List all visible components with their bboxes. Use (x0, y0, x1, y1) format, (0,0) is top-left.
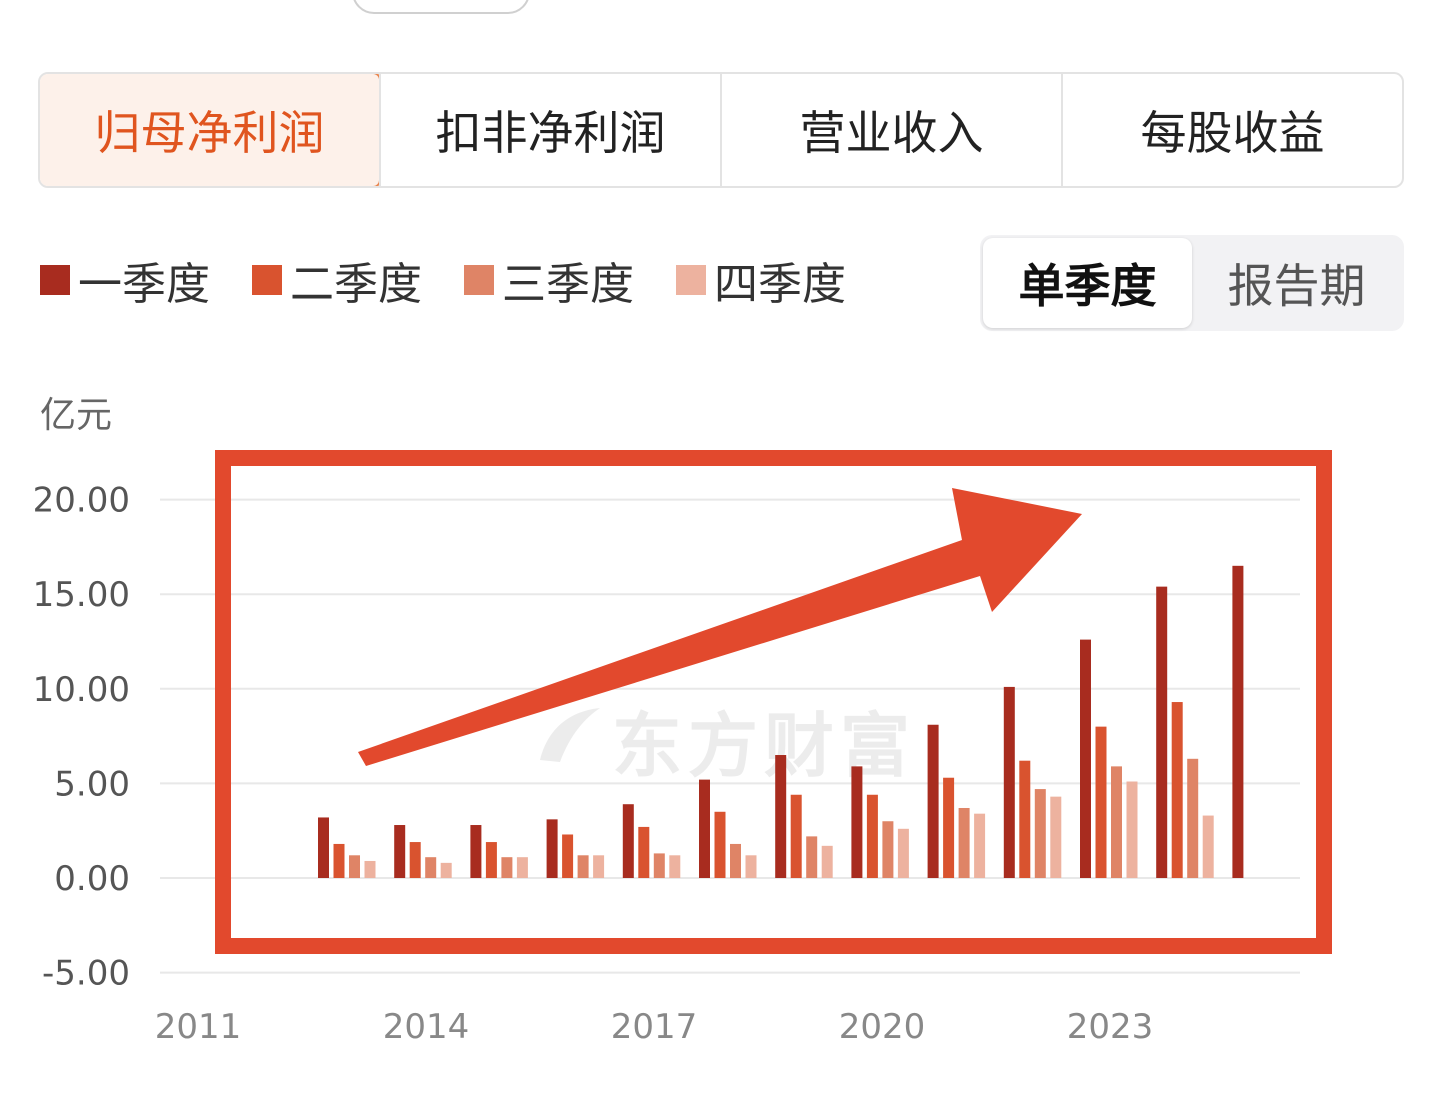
bar-4 (897, 828, 909, 878)
bar-4 (1126, 781, 1138, 878)
highlight-box (215, 450, 1332, 954)
single-quarter-button[interactable]: 单季度 (983, 238, 1192, 328)
watermark-logo-icon (540, 708, 600, 762)
bar-2 (866, 794, 878, 878)
legend-label-q1: 一季度 (78, 259, 210, 310)
bar-1 (1232, 565, 1244, 878)
legend-item-q1[interactable]: 一季度 (40, 248, 210, 312)
bar-1 (318, 817, 329, 878)
x-tick-label: 2020 (839, 1007, 926, 1047)
bar-2 (714, 811, 726, 878)
legend-item-q4[interactable]: 四季度 (676, 248, 846, 312)
tab-eps[interactable]: 每股收益 (1061, 74, 1402, 186)
y-tick-label: 10.00 (33, 670, 130, 710)
bar-2 (485, 842, 497, 878)
bar-3 (349, 855, 360, 878)
y-tick-label: 5.00 (54, 764, 130, 804)
metric-tabs: 归母净利润 扣非净利润 营业收入 每股收益 (38, 72, 1404, 188)
bar-3 (1034, 789, 1046, 878)
bar-3 (958, 807, 970, 878)
bar-1 (851, 766, 863, 878)
bar-3 (577, 855, 589, 878)
bar-1 (927, 724, 939, 878)
tab-revenue[interactable]: 营业收入 (720, 74, 1061, 186)
chart-legend: 一季度 二季度 三季度 四季度 (40, 248, 846, 312)
legend-swatch-q1 (40, 265, 70, 295)
bar-1 (470, 825, 482, 878)
y-tick-label: 15.00 (33, 575, 130, 615)
bar-3 (730, 843, 741, 878)
y-axis-unit-label: 亿元 (40, 395, 113, 436)
x-tick-label: 2014 (383, 1007, 470, 1047)
bar-1 (775, 755, 787, 878)
bar-4 (821, 845, 833, 878)
bar-3 (806, 836, 818, 878)
bar-2 (943, 777, 955, 878)
bar-1 (394, 825, 406, 878)
bar-2 (1095, 726, 1107, 878)
y-tick-label: 20.00 (33, 481, 130, 521)
bar-4 (364, 860, 376, 878)
bar-4 (440, 862, 452, 878)
bar-2 (562, 834, 574, 878)
bar-4 (745, 855, 757, 878)
trend-arrow (358, 488, 1082, 766)
period-toggle: 单季度 报告期 (980, 235, 1404, 331)
bar-1 (1080, 639, 1091, 878)
bar-1 (699, 779, 710, 878)
legend-label-q3: 三季度 (502, 259, 634, 310)
bar-2 (790, 794, 802, 878)
bar-4 (516, 857, 528, 878)
x-tick-label: 2017 (611, 1007, 698, 1047)
bar-1 (1156, 586, 1168, 878)
legend-item-q2[interactable]: 二季度 (252, 248, 422, 312)
bar-3 (425, 857, 437, 878)
bar-4 (1050, 796, 1062, 878)
x-tick-label: 2023 (1067, 1007, 1154, 1047)
bar-2 (638, 826, 650, 878)
bar-3 (501, 857, 513, 878)
bar-1 (622, 804, 634, 878)
bar-3 (882, 821, 894, 878)
bar-2 (409, 842, 421, 878)
legend-item-q3[interactable]: 三季度 (464, 248, 634, 312)
legend-swatch-q3 (464, 265, 494, 295)
bar-4 (593, 855, 605, 878)
tab-net-profit-parent[interactable]: 归母净利润 (40, 74, 381, 186)
bar-1 (1003, 686, 1015, 878)
bar-1 (546, 819, 558, 878)
x-tick-label: 2011 (155, 1007, 242, 1047)
legend-swatch-q4 (676, 265, 706, 295)
tab-net-profit-deducted[interactable]: 扣非净利润 (379, 74, 720, 186)
bar-4 (1202, 815, 1214, 878)
legend-label-q4: 四季度 (714, 259, 846, 310)
bar-2 (1019, 760, 1031, 878)
bar-4 (974, 813, 986, 878)
report-period-button[interactable]: 报告期 (1227, 259, 1366, 313)
y-tick-label: -5.00 (42, 954, 130, 994)
bar-4 (669, 855, 681, 878)
bar-2 (333, 843, 345, 878)
bar-3 (1111, 766, 1122, 878)
y-tick-label: 0.00 (54, 859, 130, 899)
legend-label-q2: 二季度 (290, 259, 422, 310)
bar-3 (1187, 758, 1199, 878)
bar-3 (653, 853, 665, 878)
legend-swatch-q2 (252, 265, 282, 295)
bar-2 (1171, 702, 1183, 878)
